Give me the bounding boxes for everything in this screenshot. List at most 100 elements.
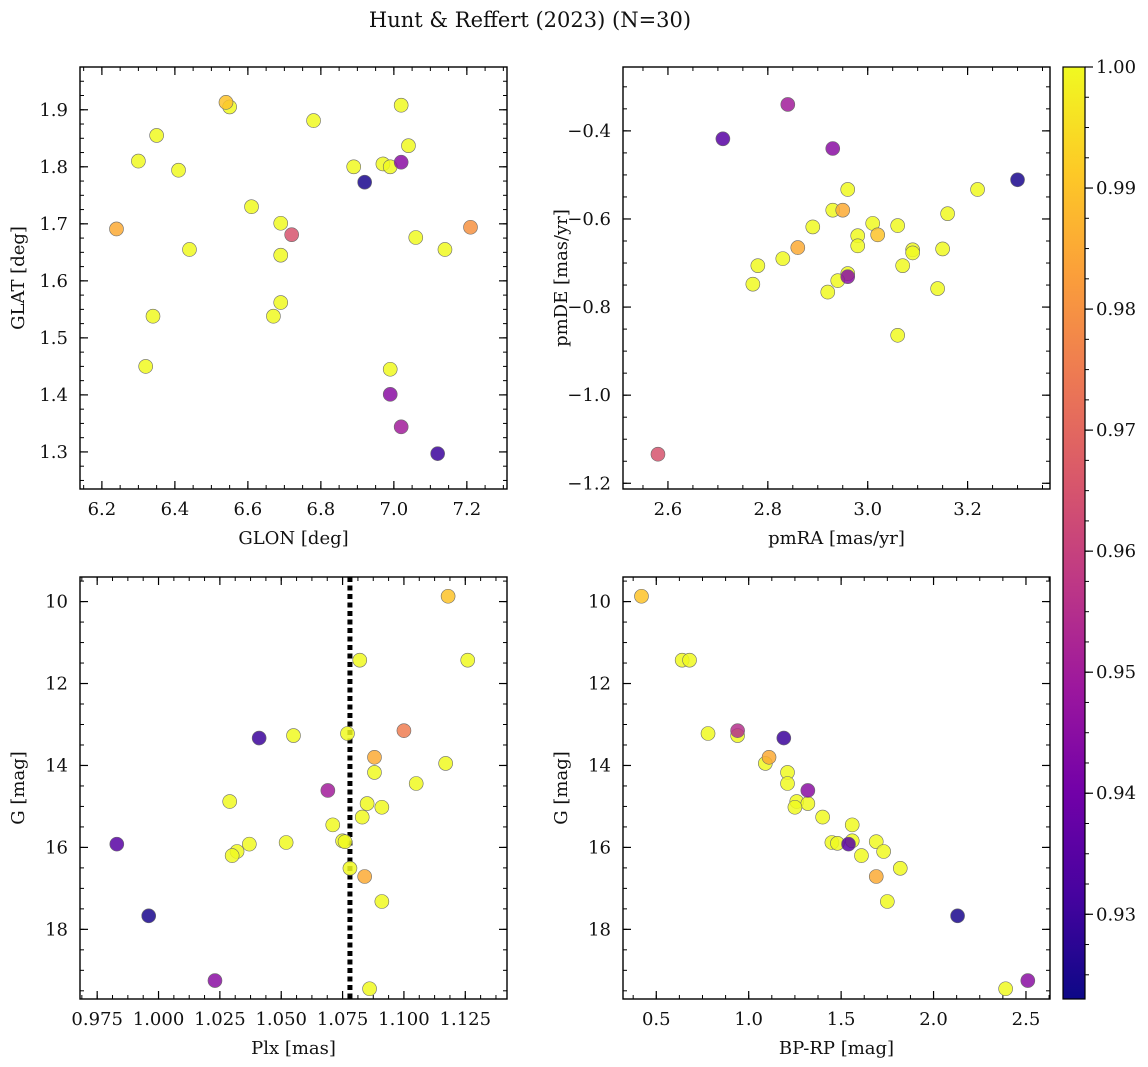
scatter-point [682, 652, 697, 668]
scatter-point [382, 361, 398, 377]
scatter-point [244, 199, 259, 215]
scatter-point [854, 848, 869, 863]
scatter-point [841, 836, 856, 852]
figure-title: Hunt & Reffert (2023) (N=30) [369, 8, 691, 32]
panel-glon-glat: 6.2 6.4 6.6 6.8 7.0 7.2 1.3 1.4 1.5 1.6 1.7 1.8 1.9 G… [8, 66, 508, 549]
x-tick-label: 2.6 [654, 499, 683, 520]
x-tick-label: 2.8 [754, 499, 783, 520]
scatter-point [463, 219, 478, 235]
scatter-point [393, 154, 409, 170]
x-axis-label: pmRA [mas/yr] [768, 528, 905, 549]
scatter-point [374, 894, 390, 909]
scatter-point [207, 973, 223, 988]
scatter-point [820, 284, 836, 300]
scatter-point [868, 869, 884, 884]
colorbar-tick-label: 0.93 [1096, 904, 1136, 925]
scatter-points [650, 97, 1025, 462]
y-axis-label: G [mag] [551, 751, 572, 824]
scatter-point [715, 131, 731, 147]
scatter-point [880, 894, 895, 909]
scatter-point [393, 97, 409, 113]
scatter-point [815, 809, 830, 825]
y-tick-label: 1.7 [39, 214, 68, 235]
scatter-point [306, 113, 321, 128]
x-tick-label: 2.0 [919, 1009, 948, 1030]
y-tick-label: 10 [588, 592, 611, 613]
scatter-point [396, 723, 412, 738]
scatter-point [800, 796, 816, 811]
scatter-point [171, 162, 186, 178]
x-tick-label: 1.025 [194, 1009, 246, 1030]
scatter-point [890, 218, 905, 233]
scatter-point [393, 419, 409, 435]
y-tick-label: 18 [45, 919, 68, 940]
axes-frame [622, 66, 1051, 490]
scatter-point [805, 219, 821, 235]
y-tick-label: 14 [45, 755, 68, 776]
scatter-point [408, 776, 424, 791]
y-tick-label: 18 [588, 919, 611, 940]
scatter-points [109, 95, 478, 461]
axes-frame [79, 576, 508, 1000]
y-tick-label: −0.6 [567, 209, 611, 230]
scatter-point [787, 799, 803, 815]
x-tick-label: 6.8 [307, 499, 336, 520]
y-tick-label: 1.3 [39, 442, 68, 463]
x-tick-label: 0.5 [642, 1009, 671, 1030]
scatter-point [278, 835, 294, 850]
scatter-point [357, 174, 372, 190]
scatter-point [840, 269, 856, 284]
y-axis-label: G [mag] [8, 751, 29, 824]
colorbar-tick-label: 0.98 [1096, 299, 1136, 320]
scatter-point [870, 227, 886, 243]
scatter-point [145, 308, 161, 324]
y-axis-label: pmDE [mas/yr] [551, 209, 572, 347]
scatter-point [761, 749, 777, 765]
x-tick-label: 1.050 [255, 1009, 307, 1030]
x-tick-label: 0.975 [71, 1009, 123, 1030]
y-tick-label: −0.8 [567, 297, 611, 318]
colorbar-tick-label: 0.95 [1096, 662, 1136, 683]
y-axis-label: GLAT [deg] [8, 226, 29, 330]
scatter-point [182, 242, 197, 257]
x-tick-label: 3.2 [953, 499, 982, 520]
scatter-point [141, 908, 157, 924]
scatter-point [149, 128, 164, 143]
scatter-point [790, 240, 806, 255]
scatter-point [775, 251, 791, 266]
x-tick-label: 3.0 [853, 499, 882, 520]
y-tick-label: 16 [588, 837, 611, 858]
scatter-point [362, 981, 377, 997]
x-axis-label: Plx [mas] [251, 1038, 336, 1059]
panel-bprp-g: 0.5 1.0 1.5 2.0 2.5 10 12 14 16 18 BP-RP [mag] G [m… [551, 576, 1051, 1059]
scatter-point [840, 182, 856, 197]
scatter-point [1010, 172, 1025, 188]
scatter-point [780, 97, 796, 112]
scatter-point [138, 359, 153, 374]
y-tick-label: −1.0 [567, 385, 611, 406]
scatter-point [109, 221, 124, 237]
scatter-point [408, 230, 424, 245]
scatter-point [438, 756, 453, 771]
scatter-point [367, 749, 382, 765]
scatter-point [745, 276, 761, 292]
y-tick-label: 12 [45, 674, 68, 695]
scatter-point [266, 308, 281, 324]
scatter-point [325, 817, 341, 833]
scatter-point [930, 281, 945, 296]
scatter-point [352, 652, 368, 668]
scatter-point [357, 869, 372, 884]
scatter-point [950, 908, 965, 924]
x-axis-label: BP-RP [mag] [779, 1038, 894, 1059]
panel-plx-g: 0.975 1.000 1.025 1.050 1.075 1.100 1.125 10 12 1… [8, 576, 508, 1059]
colorbar-tick-label: 1.00 [1096, 57, 1136, 78]
colorbar-tick-label: 0.99 [1096, 178, 1136, 199]
x-tick-label: 1.125 [440, 1009, 492, 1030]
y-tick-label: −1.2 [567, 473, 611, 494]
scatter-point [251, 730, 267, 746]
scatter-point [876, 844, 891, 859]
colorbar-gradient [1062, 66, 1086, 1000]
scatter-point [354, 809, 370, 825]
x-tick-label: 1.5 [827, 1009, 856, 1030]
